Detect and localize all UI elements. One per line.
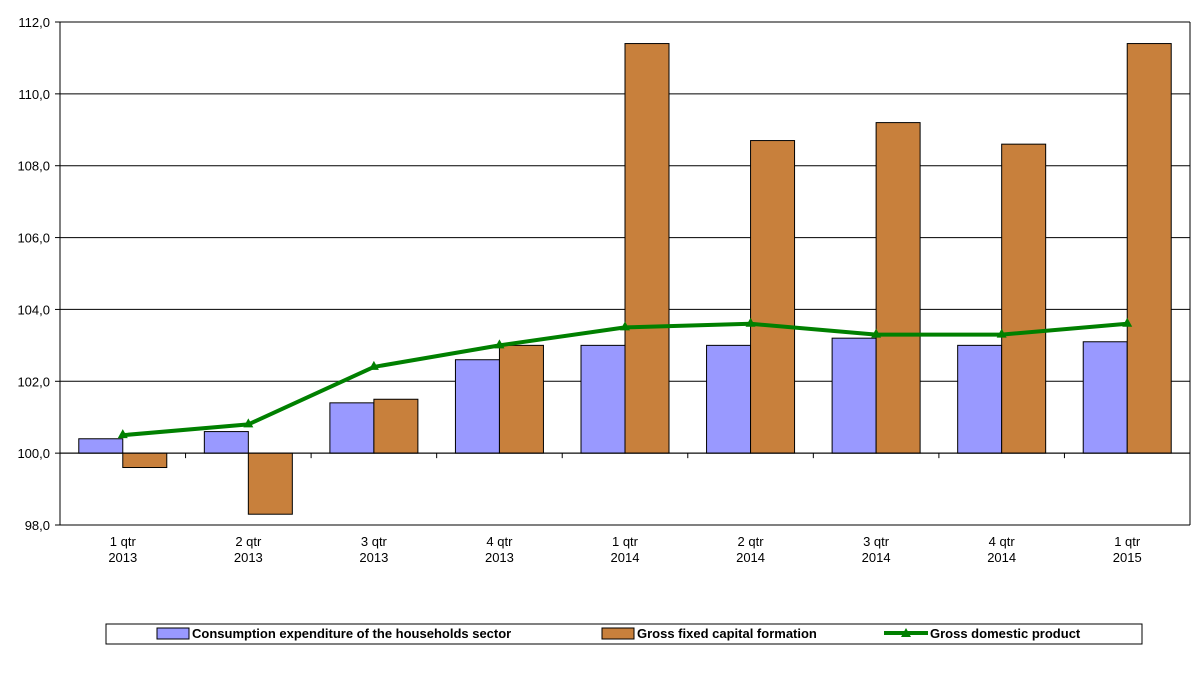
bar-gfcf	[498, 344, 544, 454]
y-tick-label: 102,0	[17, 374, 50, 389]
x-tick-label: 2013	[485, 550, 514, 565]
gdp-point	[368, 360, 379, 370]
y-tick-label: 110,0	[18, 87, 50, 102]
x-tick-label: 2013	[108, 550, 137, 565]
legend-label-gfcf: Gross fixed capital formation	[637, 626, 817, 641]
bar-layer	[78, 43, 1172, 515]
bar-consumption	[1082, 341, 1128, 454]
x-tick-label: 2013	[234, 550, 263, 565]
gdp-point	[494, 339, 505, 349]
y-tick-label: 100,0	[17, 446, 50, 461]
x-tick-label: 1 qtr	[110, 534, 137, 549]
bar-gfcf	[247, 452, 293, 515]
x-tick-label: 2 qtr	[235, 534, 262, 549]
x-tick-label: 1 qtr	[612, 534, 639, 549]
y-tick-label: 98,0	[25, 518, 50, 533]
bar-consumption	[580, 344, 626, 454]
legend-label-consumption: Consumption expenditure of the household…	[192, 626, 511, 641]
bar-consumption	[957, 344, 1003, 454]
legend-swatch-consumption	[156, 627, 190, 640]
x-tick-label: 2 qtr	[738, 534, 765, 549]
x-tick-label: 3 qtr	[863, 534, 890, 549]
bar-gfcf	[624, 43, 670, 454]
x-tick-label: 1 qtr	[1114, 534, 1141, 549]
x-tick-label: 4 qtr	[989, 534, 1016, 549]
x-tick-label: 2014	[736, 550, 765, 565]
x-tick-label: 4 qtr	[486, 534, 513, 549]
bar-gfcf	[875, 122, 921, 454]
bar-gfcf	[373, 398, 419, 454]
bar-gfcf	[1126, 43, 1172, 454]
y-tick-label: 106,0	[17, 231, 50, 246]
bar-consumption	[454, 359, 500, 454]
axis-layer: 98,0 100,0 102,0 104,0 106,0 108,0 110,0 112,0 1…	[17, 15, 1191, 565]
bar-consumption	[203, 431, 249, 454]
y-tick-label: 112,0	[18, 15, 50, 30]
gdp-point	[745, 317, 756, 327]
gdp-point	[117, 429, 128, 439]
y-tick-label: 108,0	[17, 159, 50, 174]
x-tick-label: 2013	[359, 550, 388, 565]
bar-consumption	[78, 438, 124, 454]
gdp-point	[1122, 317, 1133, 327]
x-tick-label: 3 qtr	[361, 534, 388, 549]
legend-swatch-gfcf	[601, 627, 635, 640]
y-tick-label: 104,0	[17, 302, 50, 317]
x-tick-label: 2014	[611, 550, 640, 565]
gdp-point	[620, 321, 630, 331]
bar-gfcf	[122, 452, 168, 469]
x-tick-label: 2015	[1113, 550, 1142, 565]
bar-consumption	[706, 344, 752, 454]
bar-gfcf	[750, 140, 796, 454]
bar-consumption	[329, 402, 375, 454]
legend-label-gdp: Gross domestic product	[930, 626, 1081, 641]
gdp-point	[871, 328, 882, 338]
gdp-point	[996, 328, 1007, 338]
bar-consumption	[831, 337, 877, 454]
legend: Consumption expenditure of the household…	[105, 623, 1143, 645]
legend-swatch-gdp-marker	[901, 628, 911, 637]
gdp-point	[243, 418, 254, 428]
x-tick-label: 2014	[987, 550, 1016, 565]
line-layer	[117, 317, 1133, 439]
x-tick-label: 2014	[862, 550, 891, 565]
bar-gfcf	[1001, 143, 1047, 454]
